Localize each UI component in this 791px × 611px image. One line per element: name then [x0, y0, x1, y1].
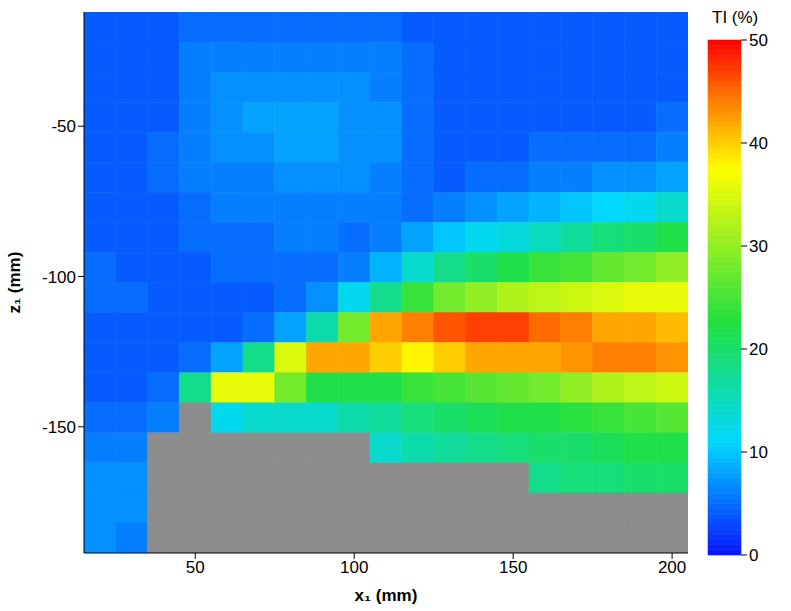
- svg-text:50: 50: [186, 558, 205, 577]
- svg-text:-100: -100: [42, 268, 76, 287]
- svg-text:z₁ (mm): z₁ (mm): [5, 252, 24, 314]
- svg-text:-50: -50: [51, 117, 76, 136]
- svg-text:10: 10: [749, 443, 768, 462]
- svg-text:0: 0: [749, 546, 758, 565]
- html-text:TI (%): TI (%): [712, 8, 759, 27]
- svg-text:40: 40: [749, 134, 768, 153]
- svg-text:200: 200: [658, 558, 686, 577]
- svg-text:20: 20: [749, 340, 768, 359]
- svg-text:30: 30: [749, 237, 768, 256]
- svg-text:100: 100: [340, 558, 368, 577]
- svg-text:-150: -150: [42, 418, 76, 437]
- svg-text:150: 150: [499, 558, 527, 577]
- svg-text:x₁ (mm): x₁ (mm): [355, 586, 418, 605]
- svg-text:50: 50: [749, 31, 768, 50]
